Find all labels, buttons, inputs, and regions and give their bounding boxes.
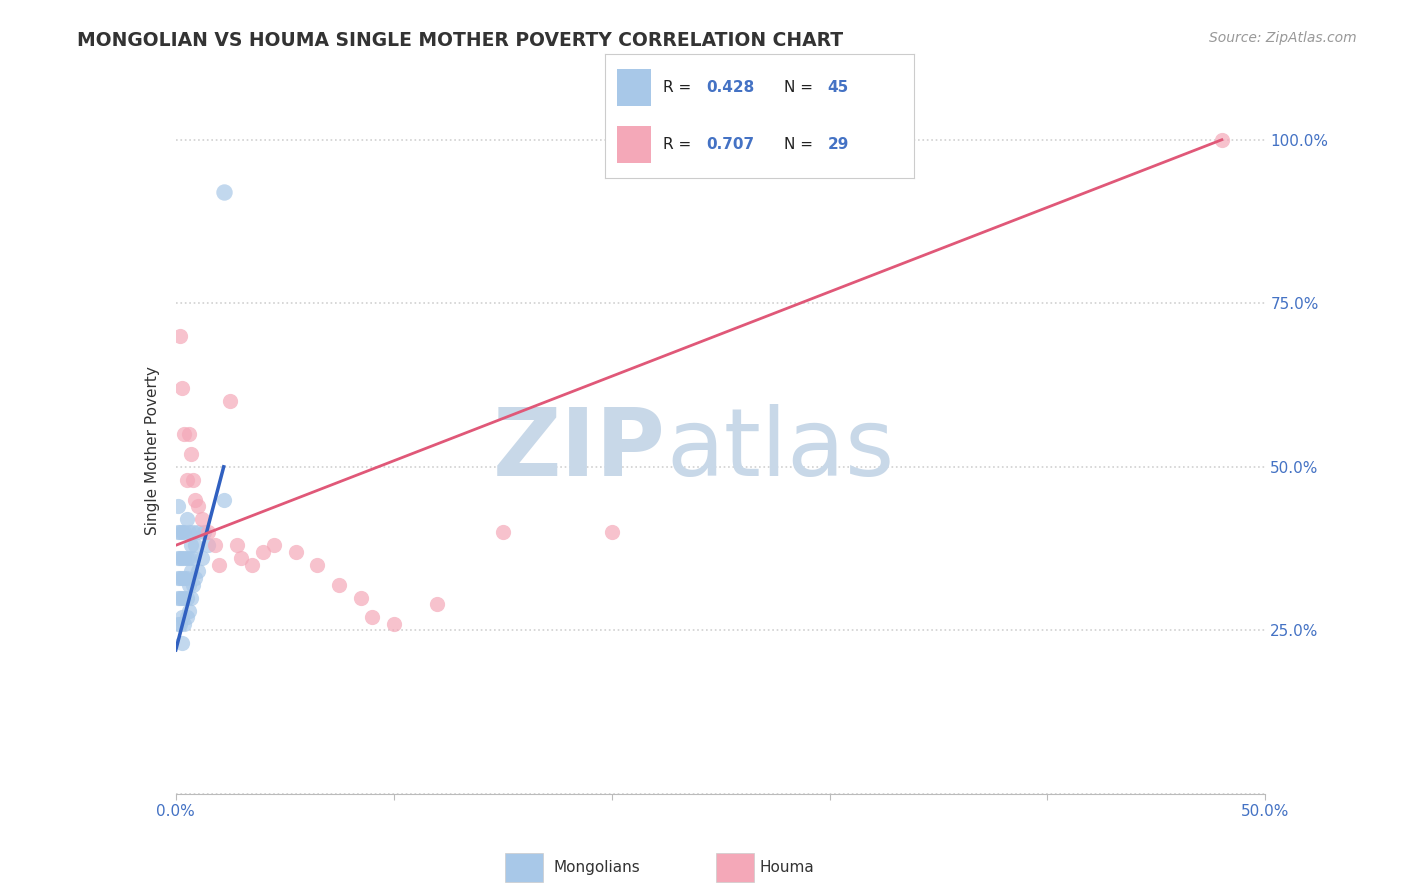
Point <box>167 499 190 513</box>
Text: N =: N = <box>785 137 818 153</box>
Y-axis label: Single Mother Poverty: Single Mother Poverty <box>145 366 160 535</box>
Point <box>186 499 209 513</box>
Point <box>176 591 198 605</box>
Point <box>307 558 329 572</box>
Point <box>167 616 190 631</box>
Point <box>173 616 195 631</box>
Text: ZIP: ZIP <box>494 404 666 497</box>
Point <box>169 551 191 566</box>
Point <box>180 538 202 552</box>
Point <box>172 551 194 566</box>
Text: R =: R = <box>664 137 696 153</box>
Point <box>177 604 200 618</box>
Point <box>184 492 207 507</box>
Point <box>191 512 214 526</box>
Point <box>231 551 253 566</box>
Point <box>186 565 209 579</box>
Point <box>169 616 191 631</box>
Point <box>167 525 190 540</box>
Point <box>197 538 219 552</box>
Point <box>167 591 190 605</box>
Point <box>173 427 195 442</box>
Point <box>172 571 194 585</box>
Point <box>186 525 209 540</box>
Text: Source: ZipAtlas.com: Source: ZipAtlas.com <box>1209 31 1357 45</box>
Point <box>169 571 191 585</box>
Point <box>426 597 449 611</box>
Point <box>173 571 195 585</box>
Text: Mongolians: Mongolians <box>554 860 640 875</box>
Point <box>176 571 198 585</box>
Bar <box>617 126 651 163</box>
Point <box>172 525 194 540</box>
Point <box>169 329 191 343</box>
Point <box>169 525 191 540</box>
Text: Houma: Houma <box>759 860 814 875</box>
Text: 0.707: 0.707 <box>707 137 755 153</box>
Point <box>284 545 307 559</box>
Point <box>181 525 204 540</box>
Point <box>180 565 202 579</box>
Point <box>176 610 198 624</box>
Text: 0.428: 0.428 <box>707 79 755 95</box>
Point <box>180 447 202 461</box>
Point <box>252 545 274 559</box>
Point <box>191 551 214 566</box>
Point <box>167 551 190 566</box>
Point <box>180 591 202 605</box>
Point <box>219 394 242 409</box>
Point <box>172 636 194 650</box>
Point <box>173 525 195 540</box>
Point <box>382 616 405 631</box>
Point <box>208 558 231 572</box>
Point <box>177 525 200 540</box>
Point <box>193 525 215 540</box>
Point <box>184 538 207 552</box>
Point <box>600 525 623 540</box>
Point <box>181 473 204 487</box>
Point <box>360 610 382 624</box>
Point <box>181 551 204 566</box>
Point <box>328 577 350 591</box>
Point <box>197 525 219 540</box>
Point <box>172 610 194 624</box>
Point <box>176 512 198 526</box>
Point <box>176 551 198 566</box>
Point <box>173 591 195 605</box>
Point <box>181 577 204 591</box>
Point <box>492 525 515 540</box>
Point <box>177 577 200 591</box>
Point <box>177 551 200 566</box>
Bar <box>716 854 754 881</box>
Text: R =: R = <box>664 79 696 95</box>
Point <box>173 551 195 566</box>
Text: MONGOLIAN VS HOUMA SINGLE MOTHER POVERTY CORRELATION CHART: MONGOLIAN VS HOUMA SINGLE MOTHER POVERTY… <box>77 31 844 50</box>
Point <box>177 427 200 442</box>
Point <box>1211 133 1233 147</box>
Text: 45: 45 <box>827 79 849 95</box>
Point <box>212 185 235 199</box>
Text: 29: 29 <box>827 137 849 153</box>
Point <box>167 571 190 585</box>
Point <box>176 473 198 487</box>
Bar <box>617 69 651 106</box>
Text: atlas: atlas <box>666 404 894 497</box>
Point <box>240 558 263 572</box>
Point <box>263 538 285 552</box>
Text: N =: N = <box>785 79 818 95</box>
Point <box>204 538 226 552</box>
Point <box>212 492 235 507</box>
Point <box>225 538 247 552</box>
Point <box>169 591 191 605</box>
Point <box>172 591 194 605</box>
Point <box>172 381 194 395</box>
Point <box>184 571 207 585</box>
Bar <box>505 854 543 881</box>
Point <box>350 591 373 605</box>
